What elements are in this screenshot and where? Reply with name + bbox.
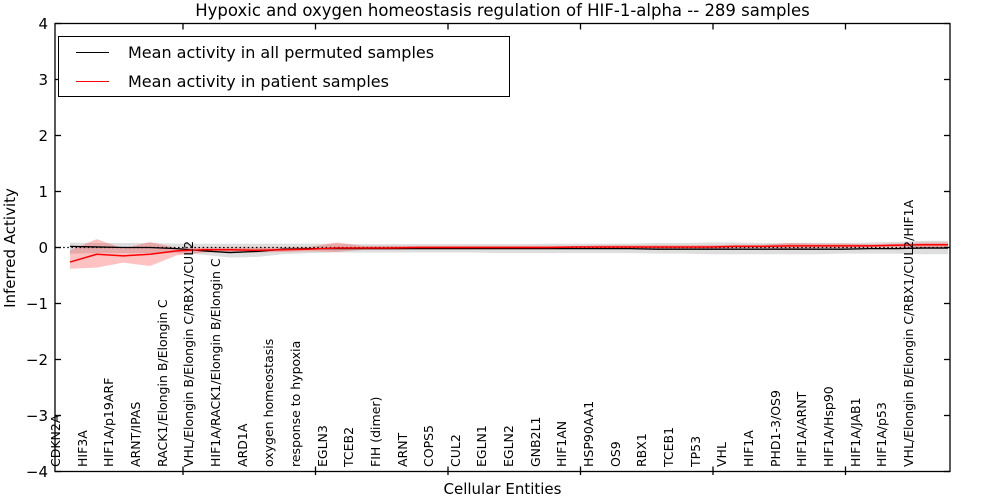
x-tick-label: HIF1AN <box>554 420 570 467</box>
y-tick-label: 0 <box>38 238 48 257</box>
x-tick-label: HIF1A/JAB1 <box>847 397 863 467</box>
x-tick-label: TCEB2 <box>341 426 357 467</box>
chart-title: Hypoxic and oxygen homeostasis regulatio… <box>195 1 810 20</box>
legend-label: Mean activity in patient samples <box>128 71 389 91</box>
x-tick-label: ARD1A <box>234 423 250 467</box>
patient-line-swatch <box>76 80 109 82</box>
legend-label: Mean activity in all permuted samples <box>128 42 435 62</box>
x-tick-label: HIF1A/p53 <box>874 402 890 467</box>
y-tick-label: −4 <box>25 462 48 481</box>
y-tick-label: 1 <box>38 182 48 201</box>
x-tick-label: VHL/Elongin B/Elongin C/RBX1/CUL2/HIF1A <box>900 199 916 467</box>
x-tick-label: VHL <box>714 442 730 467</box>
x-tick-label: CDKN2A <box>48 414 63 467</box>
y-tick-label: 3 <box>38 70 48 89</box>
x-tick-label: HIF3A <box>74 430 90 467</box>
x-tick-label: TCEB1 <box>661 426 677 467</box>
x-tick-label: HIF1A <box>741 430 757 467</box>
x-tick-label: response to hypoxia <box>287 340 303 467</box>
x-tick-label: COPS5 <box>421 425 437 467</box>
x-tick-label: oxygen homeostasis <box>261 338 277 467</box>
x-tick-label: FIH (dimer) <box>367 396 383 467</box>
x-tick-label: PHD1-3/OS9 <box>767 390 783 467</box>
legend-entry-patient: Mean activity in patient samples <box>59 67 509 96</box>
x-tick-label: ARNT <box>394 432 410 467</box>
x-tick-label: CUL2 <box>447 434 463 467</box>
x-tick-label: RACK1/Elongin B/Elongin C <box>154 299 170 467</box>
x-tick-label: VHL/Elongin B/Elongin C/RBX1/CUL2 <box>181 240 197 467</box>
x-tick-label: ARNT/IPAS <box>127 401 143 467</box>
x-tick-label: GNB2L1 <box>527 416 543 467</box>
x-tick-label: OS9 <box>607 441 623 467</box>
y-tick-label: −1 <box>25 294 48 313</box>
y-tick-label: −3 <box>25 406 48 425</box>
x-tick-label: HSP90AA1 <box>581 400 597 467</box>
y-tick-label: 2 <box>38 126 48 145</box>
x-tick-label: HIF1A/RACK1/Elongin B/Elongin C <box>207 258 223 467</box>
x-tick-label: TP53 <box>687 435 703 467</box>
permuted-line-swatch <box>76 51 109 53</box>
y-tick-label: −2 <box>25 350 48 369</box>
x-tick-label: HIF1A/ARNT <box>794 391 810 467</box>
legend-entry-permuted: Mean activity in all permuted samples <box>59 38 509 67</box>
permuted-mean-line <box>69 245 948 254</box>
x-tick-label: EGLN3 <box>314 425 330 467</box>
x-tick-label: RBX1 <box>634 433 650 467</box>
legend-box: Mean activity in all permuted samples Me… <box>58 36 510 97</box>
x-axis-label: Cellular Entities <box>443 480 562 498</box>
patient-mean-line <box>69 243 948 263</box>
x-tick-label: EGLN2 <box>501 425 517 467</box>
x-tick-label: HIF1A/p19ARF <box>101 377 117 467</box>
x-tick-label: EGLN1 <box>474 425 490 467</box>
x-tick-label: HIF1A/Hsp90 <box>821 386 837 467</box>
y-tick-label: 4 <box>38 14 48 33</box>
